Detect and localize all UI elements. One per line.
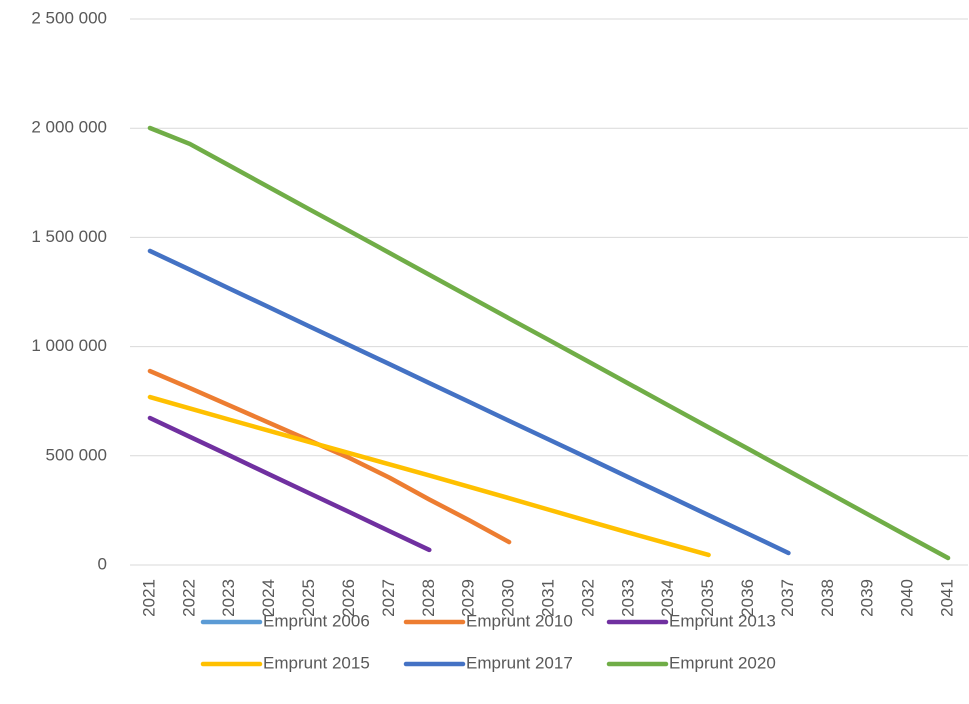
y-tick-label: 500 000 xyxy=(46,445,107,464)
x-tick-label: 2027 xyxy=(379,579,398,617)
x-tick-label: 2036 xyxy=(738,579,757,617)
x-tick-label: 2032 xyxy=(578,579,597,617)
y-tick-label: 2 500 000 xyxy=(31,8,107,27)
legend-label: Emprunt 2020 xyxy=(669,653,776,672)
y-tick-label: 1 000 000 xyxy=(31,336,107,355)
series-line xyxy=(147,125,951,561)
y-tick-label: 1 500 000 xyxy=(31,227,107,246)
series-line xyxy=(147,248,791,556)
legend-label: Emprunt 2010 xyxy=(466,611,573,630)
y-tick-label: 2 000 000 xyxy=(31,118,107,137)
x-tick-label: 2035 xyxy=(698,579,717,617)
x-tick-label: 2023 xyxy=(219,579,238,617)
x-tick-label: 2024 xyxy=(259,579,278,617)
x-tick-label: 2025 xyxy=(299,579,318,617)
x-tick-label: 2028 xyxy=(419,579,438,617)
x-tick-label: 2038 xyxy=(818,579,837,617)
legend-label: Emprunt 2013 xyxy=(669,611,776,630)
x-tick-label: 2022 xyxy=(179,579,198,617)
legend-label: Emprunt 2006 xyxy=(263,611,370,630)
x-tick-label: 2031 xyxy=(538,579,557,617)
x-tick-label: 2021 xyxy=(139,579,158,617)
x-tick-label: 2026 xyxy=(339,579,358,617)
x-tick-label: 2039 xyxy=(858,579,877,617)
legend-label: Emprunt 2017 xyxy=(466,653,573,672)
x-tick-label: 2041 xyxy=(938,579,957,617)
x-tick-label: 2040 xyxy=(898,579,917,617)
y-tick-label: 0 xyxy=(98,554,107,573)
x-tick-label: 2034 xyxy=(658,579,677,617)
x-tick-label: 2033 xyxy=(618,579,637,617)
x-tick-label: 2029 xyxy=(459,579,478,617)
series-line xyxy=(147,415,432,553)
legend-label: Emprunt 2015 xyxy=(263,653,370,672)
x-tick-label: 2037 xyxy=(778,579,797,617)
series-line xyxy=(147,394,711,558)
x-tick-label: 2030 xyxy=(499,579,518,617)
